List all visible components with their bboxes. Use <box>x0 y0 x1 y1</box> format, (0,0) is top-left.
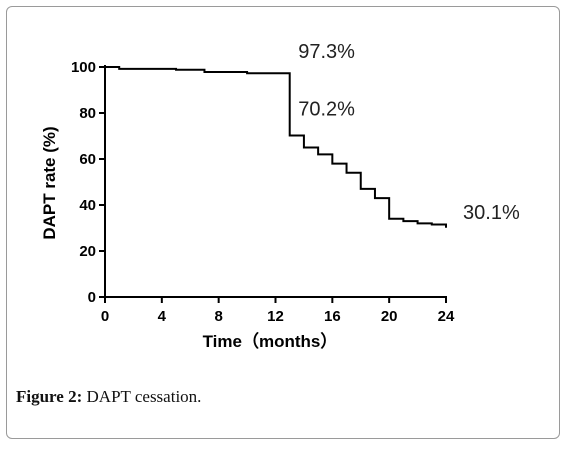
y-tick-label: 100 <box>71 59 96 76</box>
x-axis-label: Time（months） <box>203 331 338 351</box>
series <box>105 66 447 228</box>
caption-text: DAPT cessation. <box>86 387 202 406</box>
y-tick-label: 0 <box>88 289 96 306</box>
annotation-label: 30.1% <box>463 202 520 224</box>
y-axis-label: DAPT rate (%) <box>40 126 59 239</box>
y-tick-label: 40 <box>79 197 96 214</box>
x-tick-label: 20 <box>381 308 398 325</box>
annotation-label: 97.3% <box>298 41 355 63</box>
y-tick-label: 60 <box>79 151 96 168</box>
x-tick-label: 8 <box>214 308 222 325</box>
x-tick-label: 0 <box>101 308 109 325</box>
y-tick-label: 20 <box>79 243 96 260</box>
caption-label: Figure 2: <box>16 387 83 406</box>
x-tick-label: 4 <box>158 308 167 325</box>
step-line <box>105 66 447 228</box>
annotations: 97.3% 70.2% 30.1% <box>298 41 520 224</box>
annotation-label: 70.2% <box>298 98 355 120</box>
y-tick-label: 80 <box>79 105 96 122</box>
x-tick-label: 16 <box>324 308 341 325</box>
x-tick-label: 24 <box>438 308 455 325</box>
axes <box>104 65 447 298</box>
x-tick-label: 12 <box>267 308 284 325</box>
figure-frame <box>6 6 560 439</box>
ticks: 0 4 8 12 16 20 24 0 20 40 60 80 100 <box>71 59 455 325</box>
figure-caption: Figure 2: DAPT cessation. <box>16 387 201 407</box>
